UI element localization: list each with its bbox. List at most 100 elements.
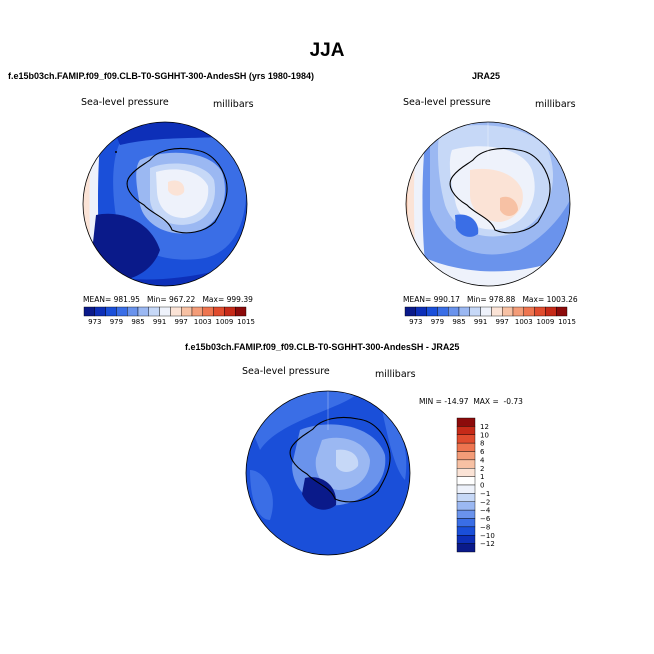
colorbar-swatch bbox=[456, 426, 476, 435]
panel2-min-value: 978.88 bbox=[489, 295, 516, 304]
colorbar-swatch bbox=[456, 501, 476, 511]
colorbar-swatch bbox=[105, 306, 117, 317]
colorbar-swatch bbox=[456, 434, 476, 444]
colorbar-tick-label: 985 bbox=[131, 318, 144, 326]
panel2-mean-label: MEAN= bbox=[403, 295, 432, 304]
panel3-max-label: MAX = bbox=[473, 397, 499, 406]
colorbar-swatch bbox=[404, 306, 417, 317]
panel2-units-label: millibars bbox=[535, 99, 576, 110]
panel1-colorbar: 973 979 985 991 997 1003 1009 1015 bbox=[83, 306, 255, 326]
colorbar-swatch bbox=[426, 306, 438, 317]
colorbar-swatch bbox=[437, 306, 449, 317]
panel3-max-value: -0.73 bbox=[503, 397, 523, 406]
colorbar-tick-label: 1015 bbox=[237, 318, 255, 326]
colorbar-swatch bbox=[456, 509, 476, 519]
colorbar-swatch bbox=[456, 476, 476, 486]
colorbar-swatch bbox=[456, 535, 476, 544]
panel1-map bbox=[83, 122, 247, 286]
figure-title: JJA bbox=[309, 40, 345, 61]
colorbar-swatch bbox=[456, 543, 476, 553]
colorbar-tick-label: 1003 bbox=[194, 318, 212, 326]
panel2-colorbar: 973 979 985 991 997 1003 1009 1015 bbox=[404, 306, 576, 326]
colorbar-tick-label: −8 bbox=[480, 523, 490, 531]
colorbar-tick-label: 997 bbox=[175, 318, 188, 326]
panel1-max-value: 999.39 bbox=[226, 295, 253, 304]
colorbar-swatch bbox=[191, 306, 204, 317]
panel2-title: JRA25 bbox=[472, 71, 501, 81]
colorbar-swatch bbox=[456, 493, 476, 502]
colorbar-swatch bbox=[126, 306, 139, 317]
colorbar-tick-label: 10 bbox=[480, 431, 489, 439]
colorbar-tick-label: 1009 bbox=[215, 318, 233, 326]
panel2-mean-value: 990.17 bbox=[433, 295, 460, 304]
colorbar-tick-label: 2 bbox=[480, 465, 484, 473]
panel3-title: f.e15b03ch.FAMIP.f09_f09.CLB-T0-SGHHT-30… bbox=[185, 342, 460, 352]
colorbar-tick-label: 1 bbox=[480, 473, 484, 481]
colorbar-tick-label: −10 bbox=[480, 532, 495, 540]
panel1-mean-label: MEAN= bbox=[83, 295, 112, 304]
colorbar-swatch bbox=[456, 459, 476, 469]
colorbar-tick-label: 973 bbox=[88, 318, 101, 326]
colorbar-swatch bbox=[234, 306, 247, 317]
colorbar-swatch bbox=[456, 417, 476, 427]
panel3-min-value: -14.97 bbox=[444, 397, 469, 406]
panel2-max-label: Max= bbox=[522, 295, 545, 304]
colorbar-swatch bbox=[448, 306, 460, 317]
colorbar-swatch bbox=[180, 306, 193, 317]
colorbar-swatch bbox=[456, 468, 476, 477]
colorbar-swatch bbox=[456, 451, 476, 461]
colorbar-swatch bbox=[456, 442, 476, 452]
colorbar-tick-label: 973 bbox=[409, 318, 422, 326]
panel3-units-label: millibars bbox=[375, 369, 416, 380]
colorbar-tick-label: −1 bbox=[480, 490, 490, 498]
colorbar-swatch bbox=[456, 484, 476, 494]
panel3-min-label: MIN = bbox=[419, 397, 442, 406]
colorbar-swatch bbox=[137, 306, 150, 317]
colorbar-swatch bbox=[534, 306, 546, 317]
panel2-map-border bbox=[405, 121, 571, 287]
panel3-map bbox=[246, 391, 410, 555]
colorbar-swatch bbox=[512, 306, 525, 317]
panel1-title: f.e15b03ch.FAMIP.f09_f09.CLB-T0-SGHHT-30… bbox=[8, 71, 314, 81]
panel2-min-label: Min= bbox=[467, 295, 487, 304]
colorbar-swatch bbox=[116, 306, 128, 317]
panel1-min-value: 967.22 bbox=[169, 295, 196, 304]
colorbar-tick-label: −4 bbox=[480, 507, 491, 515]
colorbar-swatch bbox=[491, 306, 503, 317]
panel2-max-value: 1003.26 bbox=[546, 295, 578, 304]
panel1-min-label: Min= bbox=[147, 295, 167, 304]
colorbar-tick-label: 979 bbox=[110, 318, 123, 326]
colorbar-tick-label: 991 bbox=[474, 318, 487, 326]
colorbar-tick-label: 1015 bbox=[558, 318, 576, 326]
colorbar-swatch bbox=[415, 306, 427, 317]
colorbar-tick-label: −6 bbox=[480, 515, 491, 523]
panel3-map-border bbox=[245, 390, 411, 556]
panel2-map bbox=[406, 122, 570, 286]
colorbar-swatch bbox=[202, 306, 214, 317]
panel3-variable-label: Sea-level pressure bbox=[242, 366, 330, 377]
colorbar-tick-label: 1009 bbox=[536, 318, 554, 326]
colorbar-tick-label: 6 bbox=[480, 448, 485, 456]
colorbar-tick-label: 985 bbox=[452, 318, 465, 326]
colorbar-swatch bbox=[456, 526, 476, 536]
colorbar-swatch bbox=[456, 518, 476, 528]
colorbar-tick-label: 0 bbox=[480, 482, 484, 490]
panel1-units-label: millibars bbox=[213, 99, 254, 110]
colorbar-tick-label: 12 bbox=[480, 423, 489, 431]
panel1-mean-value: 981.95 bbox=[113, 295, 140, 304]
colorbar-tick-label: 979 bbox=[431, 318, 444, 326]
colorbar-tick-label: 4 bbox=[480, 456, 485, 464]
colorbar-tick-label: 997 bbox=[496, 318, 509, 326]
panel1-max-label: Max= bbox=[202, 295, 225, 304]
colorbar-swatch bbox=[545, 306, 557, 317]
colorbar-swatch bbox=[502, 306, 514, 317]
colorbar-swatch bbox=[458, 306, 471, 317]
panel1-variable-label: Sea-level pressure bbox=[81, 97, 169, 108]
colorbar-swatch bbox=[94, 306, 106, 317]
colorbar-swatch bbox=[148, 306, 160, 317]
colorbar-swatch bbox=[83, 306, 96, 317]
colorbar-swatch bbox=[480, 306, 492, 317]
colorbar-swatch bbox=[469, 306, 481, 317]
